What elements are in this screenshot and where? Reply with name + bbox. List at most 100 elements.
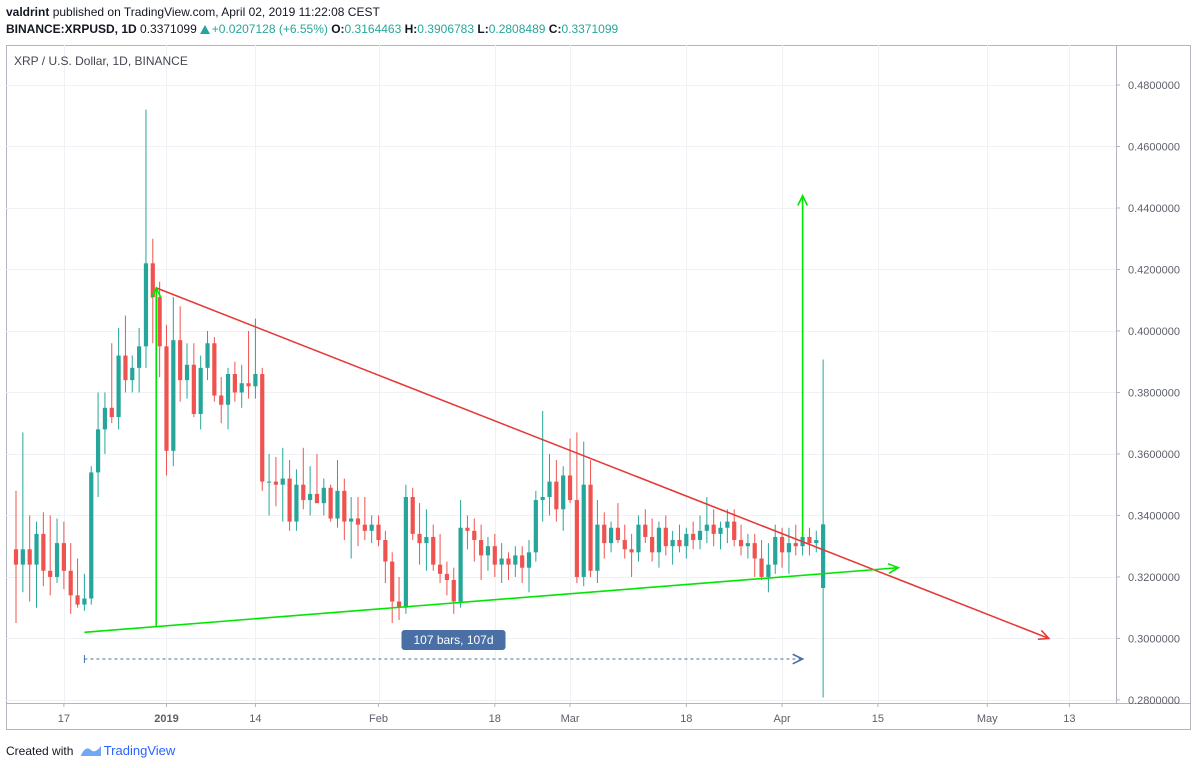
candle[interactable]: [157, 281, 162, 378]
candle[interactable]: [814, 530, 819, 553]
candle[interactable]: [143, 109, 149, 368]
candle[interactable]: [540, 410, 545, 522]
candle[interactable]: [472, 518, 477, 562]
candle[interactable]: [711, 509, 716, 547]
price-chart[interactable]: 107 bars, 107d 0.4800000 0.4600000 0.44000…: [6, 45, 1191, 730]
candle[interactable]: [198, 355, 203, 430]
candle[interactable]: [807, 527, 812, 556]
candle[interactable]: [266, 453, 272, 516]
support-trendline[interactable]: [84, 566, 899, 634]
candle[interactable]: [677, 524, 682, 553]
candle[interactable]: [766, 543, 771, 593]
candle[interactable]: [232, 361, 237, 402]
price-axis[interactable]: 0.4800000 0.4600000 0.4400000 0.4200000 0.40…: [1116, 80, 1180, 707]
candle[interactable]: [526, 540, 532, 593]
candle[interactable]: [643, 509, 648, 544]
candle[interactable]: [383, 530, 388, 584]
candle[interactable]: [602, 512, 607, 559]
candle[interactable]: [335, 460, 340, 528]
candle[interactable]: [294, 469, 299, 531]
candle[interactable]: [54, 518, 60, 584]
resistance-trendline[interactable]: [155, 287, 1050, 640]
candle[interactable]: [48, 515, 53, 596]
candle[interactable]: [137, 327, 142, 393]
candle[interactable]: [663, 515, 668, 556]
candle[interactable]: [718, 521, 723, 550]
candle[interactable]: [116, 327, 121, 430]
candle[interactable]: [342, 478, 347, 541]
candle[interactable]: [410, 487, 415, 541]
candle[interactable]: [89, 466, 94, 605]
candle[interactable]: [513, 546, 518, 577]
candle[interactable]: [150, 238, 155, 344]
candle[interactable]: [280, 447, 285, 522]
candle[interactable]: [725, 509, 730, 544]
candle[interactable]: [520, 546, 525, 584]
candle[interactable]: [27, 515, 32, 602]
candle[interactable]: [738, 524, 744, 556]
candle[interactable]: [588, 460, 593, 577]
candle[interactable]: [561, 466, 566, 531]
candle[interactable]: [574, 432, 579, 584]
candle[interactable]: [451, 567, 456, 614]
author-name[interactable]: valdrint: [6, 5, 50, 19]
candle[interactable]: [444, 561, 450, 596]
candle[interactable]: [437, 533, 443, 584]
candle[interactable]: [697, 515, 703, 550]
candle[interactable]: [164, 324, 169, 476]
candle[interactable]: [581, 441, 586, 587]
candle[interactable]: [34, 521, 39, 608]
candle[interactable]: [684, 527, 689, 559]
candle[interactable]: [376, 515, 381, 547]
candle[interactable]: [225, 367, 231, 430]
candle[interactable]: [95, 392, 101, 497]
candle[interactable]: [212, 337, 217, 402]
candle[interactable]: [786, 527, 792, 574]
candle[interactable]: [793, 524, 798, 556]
candle[interactable]: [670, 530, 675, 565]
candle[interactable]: [308, 466, 313, 516]
candle[interactable]: [773, 524, 778, 574]
candle[interactable]: [608, 521, 614, 553]
candle[interactable]: [184, 343, 190, 399]
candle[interactable]: [109, 343, 114, 424]
candle[interactable]: [205, 330, 210, 381]
candle[interactable]: [424, 509, 429, 571]
candle[interactable]: [13, 490, 19, 624]
candle[interactable]: [178, 306, 183, 402]
candle[interactable]: [362, 496, 367, 541]
candle[interactable]: [260, 367, 265, 491]
candle[interactable]: [691, 521, 696, 550]
candle[interactable]: [253, 318, 258, 399]
candle[interactable]: [68, 543, 73, 614]
candle[interactable]: [314, 453, 320, 504]
candle[interactable]: [20, 432, 25, 593]
candle[interactable]: [219, 377, 224, 424]
candle[interactable]: [506, 552, 511, 581]
candle[interactable]: [479, 524, 484, 581]
candle[interactable]: [533, 490, 538, 562]
candle[interactable]: [745, 533, 750, 559]
candle[interactable]: [61, 521, 66, 590]
candle[interactable]: [759, 540, 764, 581]
candle[interactable]: [130, 355, 135, 393]
candle[interactable]: [636, 515, 641, 562]
candle[interactable]: [615, 503, 621, 544]
candle[interactable]: [458, 500, 463, 608]
candle-series[interactable]: [13, 109, 826, 698]
candle[interactable]: [567, 438, 573, 504]
candle[interactable]: [390, 552, 395, 624]
candle[interactable]: [75, 558, 80, 608]
trend-drawings[interactable]: 107 bars, 107d: [83, 193, 1051, 665]
candle[interactable]: [595, 500, 600, 584]
candle[interactable]: [273, 457, 279, 507]
candle[interactable]: [123, 315, 128, 393]
candle[interactable]: [499, 543, 504, 584]
candle[interactable]: [752, 533, 757, 577]
candle[interactable]: [629, 533, 634, 577]
candle[interactable]: [369, 515, 374, 544]
candle[interactable]: [403, 484, 408, 614]
candle[interactable]: [287, 460, 292, 531]
candle[interactable]: [102, 392, 108, 454]
candle[interactable]: [355, 496, 361, 547]
